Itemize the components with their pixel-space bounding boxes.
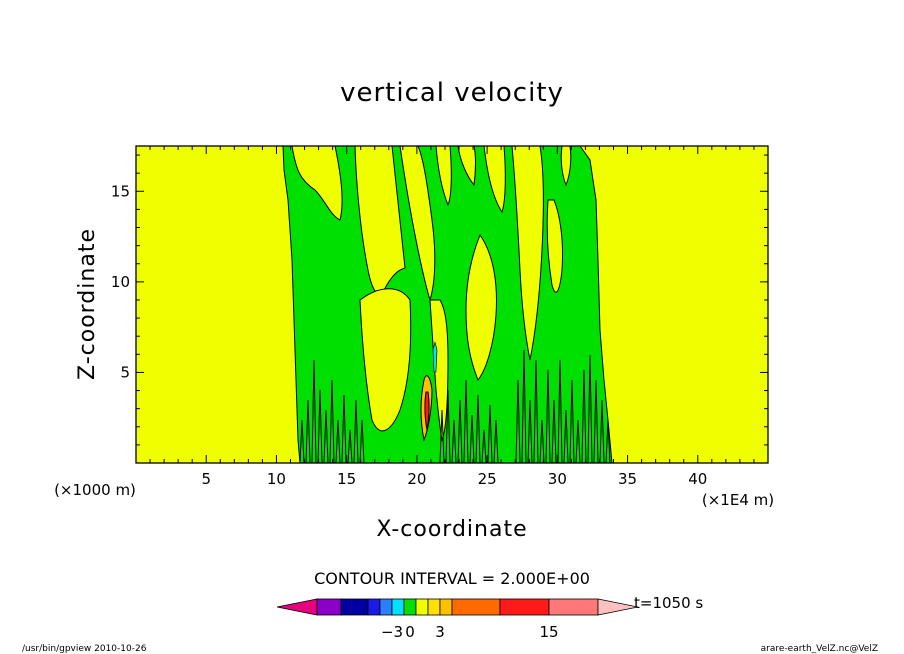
y-tick-label: 15 (111, 182, 130, 200)
y-tick-label: 5 (120, 363, 130, 381)
footer-right: arare-earth_VelZ.nc@VelZ (761, 644, 878, 654)
updraft-field (282, 145, 613, 464)
colorbar-swatch (367, 598, 381, 616)
colorbar-swatch (391, 598, 405, 616)
time-label: t=1050 s (634, 594, 703, 612)
x-tick-label: 5 (201, 470, 211, 488)
x-tick-label: 10 (267, 470, 286, 488)
colorbar-lower-arrow (276, 598, 318, 616)
plot-frame (135, 145, 769, 464)
x-axis-label: X-coordinate (376, 517, 527, 542)
colorbar-tick-label: 3 (435, 623, 445, 641)
colorbar (276, 598, 639, 616)
colorbar-tick-labels: −3 0 3 15 (381, 623, 559, 641)
colorbar-swatch (451, 598, 501, 616)
y-axis-label: Z-coordinate (75, 228, 100, 380)
x-tick-label: 25 (478, 470, 497, 488)
chart-title: vertical velocity (340, 78, 564, 108)
x-unit-right: (×1E4 m) (702, 491, 774, 509)
plot-area (135, 145, 769, 464)
colorbar-swatch (415, 598, 429, 616)
x-tick-label: 20 (407, 470, 426, 488)
colorbar-tick-label: 15 (539, 623, 558, 641)
x-tick-label: 15 (337, 470, 356, 488)
colorbar-swatch (403, 598, 417, 616)
colorbar-swatch (439, 598, 453, 616)
x-tick-label: 35 (618, 470, 637, 488)
colorbar-upper-arrow (597, 598, 639, 616)
colorbar-tick-label: 0 (405, 623, 415, 641)
axes: 5 10 15 20 25 30 35 40 5 10 15 (111, 146, 768, 488)
x-unit-left: (×1000 m) (54, 481, 136, 499)
x-tick-label: 30 (548, 470, 567, 488)
colorbar-swatch (427, 598, 441, 616)
colorbar-swatch (379, 598, 393, 616)
colorbar-swatch (548, 598, 599, 616)
y-tick-label: 10 (111, 273, 130, 291)
contour-interval-label: CONTOUR INTERVAL = 2.000E+00 (314, 569, 590, 588)
footer-left: /usr/bin/gpview 2010-10-26 (22, 644, 147, 654)
colorbar-swatch (340, 598, 369, 616)
colorbar-swatch (316, 598, 342, 616)
colorbar-swatch (499, 598, 550, 616)
x-tick-label: 40 (688, 470, 707, 488)
colorbar-tick-label: −3 (381, 623, 403, 641)
